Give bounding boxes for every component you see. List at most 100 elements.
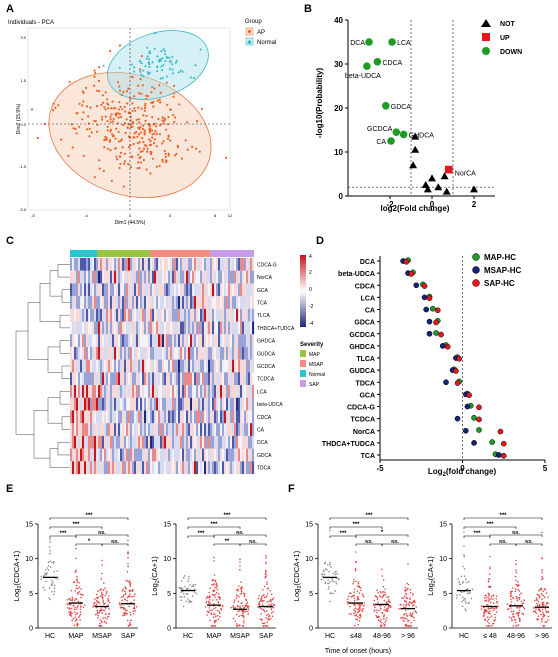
heatmap-cell bbox=[180, 334, 183, 348]
heatmap-cell bbox=[98, 461, 101, 475]
dot-plot-point bbox=[73, 599, 76, 601]
dot-plot-point bbox=[44, 572, 46, 574]
dot-plot-point bbox=[261, 622, 264, 624]
dot-plot-point bbox=[464, 600, 467, 603]
heatmap-cell bbox=[202, 270, 205, 284]
heatmap-cell bbox=[180, 385, 183, 398]
heatmap-cell bbox=[94, 270, 97, 284]
heatmap-cell bbox=[198, 296, 201, 309]
heatmap-cell bbox=[182, 448, 185, 462]
dot-plot-point bbox=[120, 606, 122, 609]
heatmap-cell bbox=[124, 410, 127, 424]
dot-plot-category-label: MSAP bbox=[230, 633, 250, 640]
heatmap-cell bbox=[154, 410, 157, 424]
heatmap-cell bbox=[250, 258, 253, 271]
heatmap-cell bbox=[184, 359, 187, 373]
dot-plot-point bbox=[127, 563, 129, 565]
heatmap-cell bbox=[172, 321, 175, 335]
heatmap-cell bbox=[106, 359, 109, 373]
heatmap-cell bbox=[160, 321, 163, 335]
dot-category-label: THDCA+TUDCA bbox=[322, 441, 375, 448]
pca-ytick-label: 1.5 bbox=[20, 78, 26, 83]
ap-point bbox=[131, 156, 134, 159]
heatmap-cell bbox=[102, 346, 105, 360]
heatmap-cell bbox=[222, 258, 225, 271]
dot-plot-point bbox=[541, 575, 543, 578]
ap-point bbox=[184, 139, 187, 142]
volcano-not-point bbox=[442, 187, 451, 195]
ap-point bbox=[94, 120, 97, 123]
heatmap-cell bbox=[210, 410, 213, 424]
heatmap-cell bbox=[108, 397, 111, 411]
ap-point bbox=[173, 84, 176, 87]
dot-plot-point bbox=[268, 600, 270, 602]
heatmap-cell bbox=[220, 283, 223, 297]
dot-plot-point bbox=[359, 604, 362, 607]
heatmap-cell bbox=[78, 372, 81, 386]
dot-plot-point bbox=[485, 625, 488, 627]
heatmap-cell bbox=[152, 296, 155, 309]
heatmap-cell bbox=[138, 372, 141, 386]
heatmap-cell bbox=[140, 423, 143, 436]
heatmap-cell bbox=[154, 334, 157, 348]
dot-plot-point bbox=[518, 607, 521, 609]
normal-point bbox=[147, 57, 151, 60]
dot-category-label: CA bbox=[365, 308, 375, 315]
dot-plot-point bbox=[350, 592, 352, 594]
heatmap-cell bbox=[150, 359, 153, 373]
heatmap-cell bbox=[246, 334, 249, 348]
heatmap-cell bbox=[252, 296, 255, 309]
dot-plot-point bbox=[52, 593, 55, 596]
dot-plot-point bbox=[236, 604, 239, 607]
heatmap-cell bbox=[150, 372, 153, 386]
heatmap-cell bbox=[186, 270, 189, 284]
dot-plot-point bbox=[382, 591, 385, 593]
ap-point bbox=[96, 130, 99, 133]
heatmap-cell bbox=[200, 334, 203, 348]
ap-point bbox=[125, 90, 128, 93]
ap-point bbox=[144, 119, 147, 122]
dot-plot-point bbox=[462, 580, 465, 583]
dot-plot-point bbox=[353, 591, 355, 593]
ap-point bbox=[98, 66, 101, 69]
heatmap-cell bbox=[104, 397, 107, 411]
heatmap-row-label: DCA bbox=[257, 440, 268, 446]
heatmap-cell bbox=[192, 346, 195, 360]
heatmap-cell bbox=[218, 296, 221, 309]
heatmap-cell bbox=[82, 461, 85, 475]
heatmap-cell bbox=[112, 270, 115, 284]
dot-plot-point bbox=[193, 585, 195, 587]
dot-plot-point bbox=[214, 593, 216, 596]
dot-plot-category-label: MSAP bbox=[92, 633, 112, 640]
heatmap-cell bbox=[96, 423, 99, 436]
dot-plot-point bbox=[273, 603, 275, 606]
dot-plot-point bbox=[543, 603, 545, 606]
ap-point bbox=[118, 101, 121, 104]
dot-plot-point bbox=[488, 622, 490, 624]
heatmap-cell bbox=[144, 258, 147, 271]
heatmap-cell bbox=[78, 296, 81, 309]
heatmap-cell bbox=[204, 397, 207, 411]
heatmap-cell bbox=[202, 372, 205, 386]
heatmap-cell bbox=[98, 346, 101, 360]
heatmap-cell bbox=[112, 435, 115, 449]
heatmap-cell bbox=[248, 461, 251, 475]
heatmap-cell bbox=[80, 321, 83, 335]
heatmap-cell bbox=[120, 346, 123, 360]
ap-point bbox=[136, 84, 140, 87]
heatmap-cell bbox=[112, 461, 115, 475]
heatmap-cell bbox=[212, 410, 215, 424]
dot-plot-point bbox=[483, 612, 486, 615]
dot-plot-point bbox=[514, 588, 517, 590]
normal-point bbox=[155, 65, 159, 68]
heatmap-cell bbox=[212, 346, 215, 360]
ap-point bbox=[174, 116, 177, 119]
heatmap-cell bbox=[172, 435, 175, 449]
heatmap-cell bbox=[210, 372, 213, 386]
heatmap-cell bbox=[196, 346, 199, 360]
significance-bracket bbox=[355, 543, 383, 546]
ap-point bbox=[106, 120, 109, 123]
normal-point bbox=[142, 69, 145, 72]
significance-label: * bbox=[88, 539, 91, 545]
heatmap-cell bbox=[148, 283, 151, 297]
